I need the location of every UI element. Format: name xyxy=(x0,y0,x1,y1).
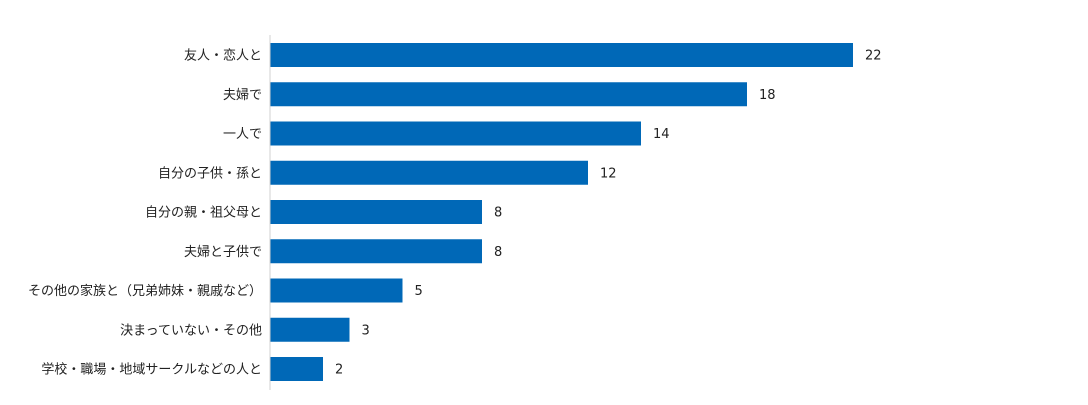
bar-4 xyxy=(270,200,482,224)
category-labels-group: 友人・恋人と夫婦で一人で自分の子供・孫と自分の親・祖父母と夫婦と子供でその他の家… xyxy=(28,48,262,378)
category-label-5: 夫婦と子供で xyxy=(184,244,262,260)
bar-5 xyxy=(270,239,482,264)
value-label-5: 8 xyxy=(494,245,502,260)
category-label-7: 決まっていない・その他 xyxy=(120,323,262,338)
value-label-4: 8 xyxy=(494,206,502,221)
category-label-2: 一人で xyxy=(223,127,262,142)
bar-7 xyxy=(270,317,350,342)
value-label-7: 3 xyxy=(362,323,370,338)
value-label-1: 18 xyxy=(759,88,776,103)
category-label-0: 友人・恋人と xyxy=(184,48,262,64)
value-label-2: 14 xyxy=(653,127,670,142)
category-label-8: 学校・職場・地域サークルなどの人と xyxy=(41,362,262,378)
value-label-3: 12 xyxy=(600,166,617,181)
category-label-4: 自分の親・祖父母と xyxy=(145,206,262,221)
bars-group xyxy=(270,43,853,381)
value-label-0: 22 xyxy=(865,49,882,64)
bar-2 xyxy=(270,121,641,146)
bar-8 xyxy=(270,357,323,381)
bar-3 xyxy=(270,160,588,185)
value-labels-group: 22 18 14 12 8 8 5 3 2 xyxy=(335,49,882,378)
category-label-6: その他の家族と（兄弟姉妹・親戚など） xyxy=(28,283,262,299)
value-label-8: 2 xyxy=(335,363,343,378)
bar-1 xyxy=(270,82,747,107)
value-label-6: 5 xyxy=(415,284,423,299)
bar-6 xyxy=(270,278,403,303)
category-label-3: 自分の子供・孫と xyxy=(158,166,262,181)
category-label-1: 夫婦で xyxy=(223,87,262,103)
bar-0 xyxy=(270,43,853,67)
